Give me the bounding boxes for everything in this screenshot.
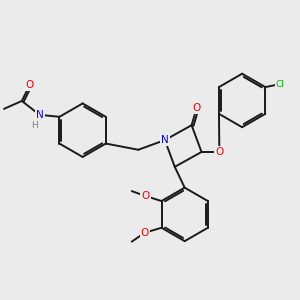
Text: O: O (142, 191, 150, 201)
Text: N: N (36, 110, 43, 120)
Text: O: O (215, 147, 224, 157)
Text: Cl: Cl (276, 80, 285, 88)
Text: H: H (31, 121, 38, 130)
Text: N: N (161, 135, 169, 145)
Text: O: O (26, 80, 34, 90)
Text: O: O (140, 228, 149, 238)
Text: O: O (192, 103, 201, 113)
